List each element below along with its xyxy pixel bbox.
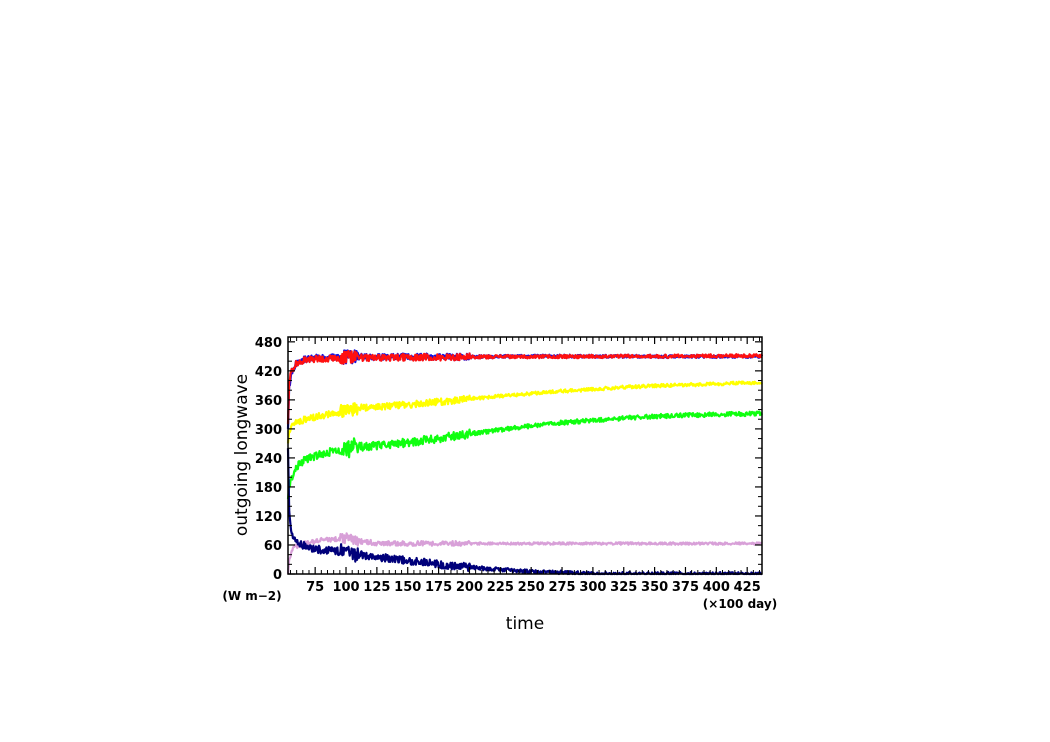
y-tick-label: 60 <box>264 539 282 554</box>
y-tick-label: 420 <box>255 365 282 380</box>
y-tick-label: 180 <box>255 481 282 496</box>
x-tick-label: 250 <box>518 580 545 595</box>
x-tick-label: 300 <box>579 580 606 595</box>
y-tick-label: 240 <box>255 452 282 467</box>
y-tick-label: 360 <box>255 394 282 409</box>
x-tick-label: 325 <box>610 580 637 595</box>
x-axis-units: (×100 day) <box>703 597 777 611</box>
y-tick-label: 480 <box>255 336 282 351</box>
y-tick-label: 120 <box>255 510 282 525</box>
series-line-4 <box>286 410 763 500</box>
series-line-5 <box>286 532 763 575</box>
x-tick-label: 100 <box>332 580 359 595</box>
x-tick-label: 150 <box>394 580 421 595</box>
x-tick-label: 350 <box>641 580 668 595</box>
x-tick-label: 75 <box>306 580 324 595</box>
y-axis-units: (W m−2) <box>222 589 281 603</box>
x-axis-title: time <box>506 614 544 634</box>
series-line-2 <box>286 350 763 425</box>
tick-layer: 0 60 120 180 240 300 360 420 480 75 100 125 150 175 20… <box>255 336 762 595</box>
x-tick-label: 375 <box>672 580 699 595</box>
y-tick-label: 300 <box>255 423 282 438</box>
x-tick-label: 200 <box>456 580 483 595</box>
series-line-3 <box>286 380 763 444</box>
x-tick-label: 225 <box>487 580 514 595</box>
y-axis-title: outgoing longwave <box>232 374 252 536</box>
y-tick-label: 0 <box>273 568 282 583</box>
x-tick-label: 400 <box>703 580 730 595</box>
x-tick-label: 275 <box>548 580 575 595</box>
x-tick-label: 425 <box>734 580 761 595</box>
x-tick-label: 125 <box>363 580 390 595</box>
x-tick-label: 175 <box>425 580 452 595</box>
